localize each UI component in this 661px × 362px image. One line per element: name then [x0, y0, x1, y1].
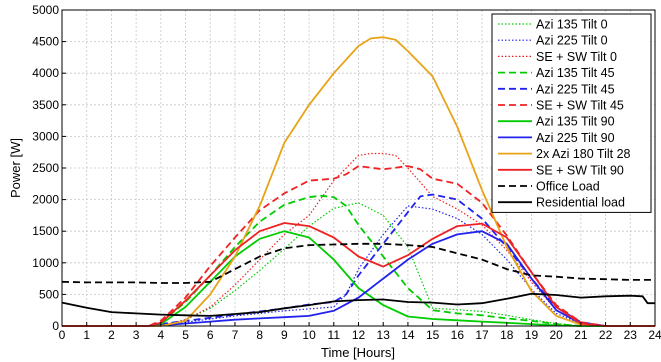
y-tick-label: 2500 — [32, 161, 59, 175]
legend: Azi 135 Tilt 0 Azi 225 Tilt 0 SE + SW Tilt… — [491, 13, 652, 213]
legend-label: Azi 225 Tilt 45 — [536, 82, 615, 96]
legend-label: Residential load — [536, 196, 625, 210]
x-tick-label: 9 — [281, 328, 288, 342]
series-line-azi-225-tilt-0 — [62, 205, 655, 327]
x-tick-label: 13 — [377, 328, 391, 342]
y-tick-label: 5000 — [32, 3, 59, 17]
legend-label: Azi 135 Tilt 90 — [536, 115, 615, 129]
x-tick-label: 19 — [525, 328, 539, 342]
y-axis-ticks: 0 500 1000 1500 2000 2500 3000 3500 4000 4500 5000 — [32, 3, 66, 333]
y-tick-label: 3500 — [32, 98, 59, 112]
x-tick-label: 21 — [574, 328, 588, 342]
x-tick-label: 14 — [401, 328, 415, 342]
x-tick-label: 10 — [302, 328, 316, 342]
x-tick-label: 18 — [500, 328, 514, 342]
x-tick-label: 4 — [157, 328, 164, 342]
legend-label: SE + SW Tilt 45 — [536, 99, 624, 113]
legend-label: 2x Azi 180 Tilt 28 — [536, 147, 631, 161]
x-tick-label: 1 — [83, 328, 90, 342]
y-tick-label: 500 — [39, 287, 59, 301]
legend-label: Azi 225 Tilt 0 — [536, 34, 608, 48]
x-axis-label: Time [Hours] — [321, 345, 395, 360]
y-tick-label: 4000 — [32, 66, 59, 80]
y-tick-label: 1000 — [32, 256, 59, 270]
y-tick-label: 3000 — [32, 129, 59, 143]
x-tick-label: 17 — [475, 328, 489, 342]
legend-label: SE + SW Tilt 0 — [536, 50, 617, 64]
x-tick-label: 12 — [352, 328, 366, 342]
series-lines — [61, 36, 655, 327]
series-line-2x-azi-180-tilt-28 — [62, 36, 655, 327]
x-tick-label: 5 — [182, 328, 189, 342]
series-line-se-sw-tilt-0 — [62, 152, 655, 327]
legend-label: Azi 225 Tilt 90 — [536, 131, 615, 145]
legend-box — [491, 13, 652, 213]
y-tick-label: 1500 — [32, 224, 59, 238]
x-tick-label: 23 — [624, 328, 638, 342]
series-line-se-sw-tilt-90 — [62, 222, 655, 327]
legend-label: Azi 135 Tilt 45 — [536, 66, 615, 80]
x-tick-label: 22 — [599, 328, 613, 342]
x-tick-label: 7 — [232, 328, 239, 342]
x-tick-label: 8 — [256, 328, 263, 342]
x-tick-label: 16 — [451, 328, 465, 342]
y-tick-label: 2000 — [32, 193, 59, 207]
series-line-azi-135-tilt-90 — [62, 230, 655, 327]
x-axis-ticks: 0 1 2 3 4 5 6 7 8 9 10 11 12 13 14 15 16 17 18 19 20 21 22 23 24 — [59, 322, 661, 342]
series-line-residential-load — [61, 292, 655, 317]
legend-label: Azi 135 Tilt 0 — [536, 18, 608, 32]
legend-label: Office Load — [536, 180, 600, 194]
y-axis-label: Power [W] — [8, 138, 23, 198]
x-tick-label: 11 — [328, 328, 341, 342]
x-tick-label: 0 — [59, 328, 66, 342]
y-tick-label: 0 — [52, 319, 59, 333]
x-tick-label: 2 — [108, 328, 115, 342]
y-tick-label: 4500 — [32, 35, 59, 49]
x-tick-label: 3 — [133, 328, 140, 342]
x-tick-label: 6 — [207, 328, 214, 342]
x-tick-label: 24 — [648, 328, 661, 342]
x-tick-label: 20 — [549, 328, 563, 342]
legend-label: SE + SW Tilt 90 — [536, 163, 624, 177]
x-tick-label: 15 — [426, 328, 440, 342]
series-line-office-load — [61, 242, 655, 284]
